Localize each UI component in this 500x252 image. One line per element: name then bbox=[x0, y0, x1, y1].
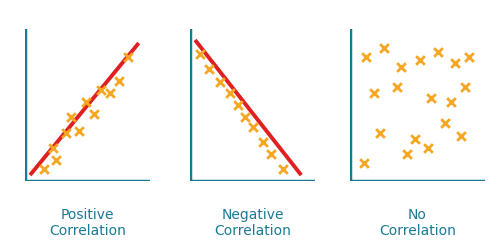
Point bbox=[411, 137, 419, 141]
Point bbox=[465, 55, 473, 59]
Point bbox=[258, 140, 266, 144]
Point bbox=[362, 55, 370, 59]
Point bbox=[393, 86, 401, 90]
Point bbox=[62, 131, 70, 135]
Point bbox=[434, 51, 442, 55]
Point bbox=[380, 46, 388, 50]
Point bbox=[226, 92, 234, 96]
Point bbox=[48, 146, 56, 150]
Point bbox=[452, 61, 460, 66]
Point bbox=[427, 96, 435, 100]
Point bbox=[461, 86, 469, 90]
Point bbox=[402, 152, 410, 156]
Point bbox=[267, 152, 275, 156]
Point bbox=[205, 68, 213, 72]
Point bbox=[106, 92, 114, 96]
Point bbox=[416, 58, 424, 62]
Point bbox=[52, 158, 60, 162]
Point bbox=[241, 116, 249, 120]
Point bbox=[424, 146, 432, 150]
Point bbox=[440, 122, 448, 126]
Point bbox=[398, 66, 406, 70]
Point bbox=[196, 52, 204, 56]
Point bbox=[90, 113, 98, 117]
Point bbox=[248, 125, 256, 129]
Point bbox=[447, 101, 455, 105]
Text: No
Correlation: No Correlation bbox=[379, 207, 456, 237]
Point bbox=[278, 167, 286, 171]
Text: Negative
Correlation: Negative Correlation bbox=[214, 207, 291, 237]
Point bbox=[115, 80, 123, 84]
Point bbox=[75, 130, 83, 134]
Point bbox=[67, 116, 76, 120]
Point bbox=[456, 134, 464, 138]
Point bbox=[98, 89, 106, 93]
Point bbox=[40, 167, 48, 171]
Text: Positive
Correlation: Positive Correlation bbox=[49, 207, 126, 237]
Point bbox=[360, 161, 368, 165]
Point bbox=[370, 92, 378, 96]
Point bbox=[216, 81, 224, 85]
Point bbox=[376, 131, 384, 135]
Point bbox=[234, 104, 241, 108]
Point bbox=[124, 55, 132, 59]
Point bbox=[82, 101, 90, 105]
